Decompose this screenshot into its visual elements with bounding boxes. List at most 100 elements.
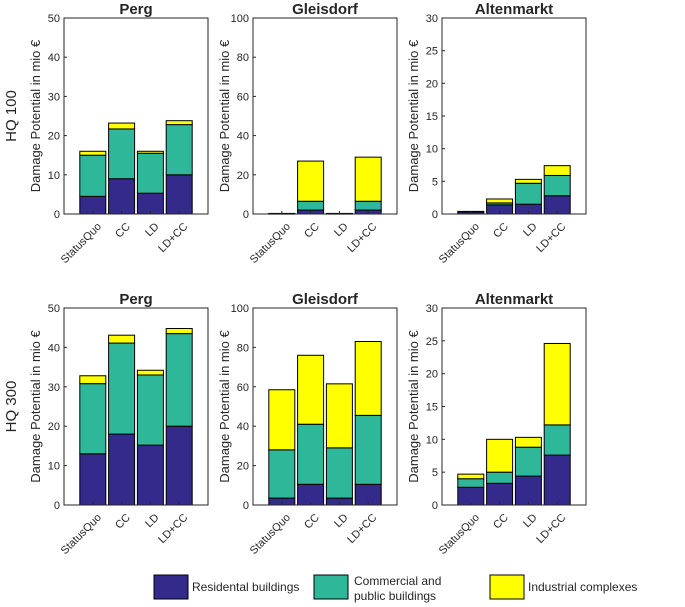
bar-industrial-ld bbox=[136, 369, 164, 376]
bar-industrial-cc bbox=[108, 334, 136, 344]
bar-commercial-statusquo bbox=[268, 449, 296, 499]
bar-industrial-ldcc bbox=[543, 165, 571, 176]
bar-commercial-cc bbox=[297, 200, 325, 211]
bar-commercial-ldcc bbox=[165, 124, 193, 176]
legend-label-commercial: Commercial and bbox=[354, 574, 441, 588]
bar-commercial-ld bbox=[514, 182, 542, 205]
x-tick-label: LD+CC bbox=[156, 512, 190, 546]
bar-industrial-ldcc bbox=[165, 120, 193, 126]
y-tick-label: 60 bbox=[237, 382, 249, 394]
y-tick-label: 30 bbox=[48, 382, 60, 394]
x-tick-label: LD+CC bbox=[345, 512, 379, 546]
bar-industrial-ld bbox=[325, 383, 353, 449]
bar-residential-ldcc bbox=[543, 454, 571, 506]
bar-residential-cc bbox=[108, 178, 136, 215]
y-tick-label: 80 bbox=[237, 52, 249, 64]
y-tick-label: 20 bbox=[48, 421, 60, 433]
y-tick-label: 0 bbox=[243, 209, 249, 221]
legend-label-industrial: Industrial complexes bbox=[528, 580, 637, 594]
y-tick-label: 40 bbox=[48, 52, 60, 64]
y-tick-label: 25 bbox=[426, 336, 438, 348]
bar-industrial-statusquo bbox=[457, 473, 485, 480]
bar-commercial-cc bbox=[486, 471, 514, 484]
bar-industrial-ldcc bbox=[543, 342, 571, 426]
y-axis-label: Damage Potential in mio € bbox=[406, 39, 421, 192]
bar-industrial-cc bbox=[486, 198, 514, 204]
y-tick-label: 10 bbox=[48, 170, 60, 182]
x-tick-label: LD+CC bbox=[345, 221, 379, 255]
y-tick-label: 0 bbox=[243, 500, 249, 512]
y-tick-label: 20 bbox=[48, 131, 60, 143]
y-tick-label: 50 bbox=[48, 13, 60, 25]
bar-commercial-ldcc bbox=[354, 200, 382, 211]
y-tick-label: 20 bbox=[426, 78, 438, 90]
chart-title: Altenmarkt bbox=[475, 291, 553, 308]
y-tick-label: 0 bbox=[54, 500, 60, 512]
x-tick-label: LD bbox=[521, 221, 539, 239]
x-tick-label: StatusQuo bbox=[437, 512, 482, 557]
bar-residential-cc bbox=[108, 433, 136, 506]
x-tick-label: LD+CC bbox=[534, 512, 568, 546]
bar-commercial-ld bbox=[514, 446, 542, 477]
bar-industrial-ld bbox=[514, 436, 542, 448]
y-tick-label: 100 bbox=[231, 303, 249, 315]
y-tick-label: 40 bbox=[237, 131, 249, 143]
chart-title: Altenmarkt bbox=[475, 1, 553, 18]
x-tick-label: StatusQuo bbox=[437, 221, 482, 266]
y-tick-label: 5 bbox=[432, 467, 438, 479]
plot-frame bbox=[63, 307, 209, 506]
y-tick-label: 10 bbox=[426, 144, 438, 156]
x-tick-label: CC bbox=[491, 221, 511, 241]
chart-title: Gleisdorf bbox=[292, 291, 359, 308]
chart-title: Gleisdorf bbox=[292, 1, 359, 18]
bar-commercial-ld bbox=[325, 447, 353, 499]
x-tick-label: LD bbox=[143, 512, 161, 530]
x-tick-label: LD+CC bbox=[156, 221, 190, 255]
y-axis-label: Damage Potential in mio € bbox=[217, 330, 232, 483]
bar-commercial-ldcc bbox=[543, 174, 571, 197]
x-tick-label: LD bbox=[332, 221, 350, 239]
bar-industrial-cc bbox=[486, 438, 514, 473]
bar-residential-ld bbox=[136, 444, 164, 506]
row-label-hq-100: HQ 100 bbox=[3, 90, 20, 142]
bar-commercial-ldcc bbox=[354, 414, 382, 485]
y-tick-label: 50 bbox=[48, 303, 60, 315]
bar-commercial-statusquo bbox=[457, 478, 485, 488]
bar-industrial-ldcc bbox=[354, 156, 382, 202]
plot-frame bbox=[441, 17, 587, 215]
y-axis-label: Damage Potential in mio € bbox=[28, 39, 43, 192]
bar-industrial-ld bbox=[136, 150, 164, 154]
y-tick-label: 10 bbox=[426, 434, 438, 446]
bar-residential-cc bbox=[297, 483, 325, 506]
bar-residential-ldcc bbox=[354, 483, 382, 506]
plot-frame bbox=[63, 17, 209, 215]
bar-commercial-ldcc bbox=[165, 333, 193, 427]
y-axis-label: Damage Potential in mio € bbox=[217, 39, 232, 192]
x-tick-label: StatusQuo bbox=[248, 221, 293, 266]
bar-industrial-ld bbox=[514, 178, 542, 184]
bar-industrial-cc bbox=[297, 354, 325, 425]
x-tick-label: CC bbox=[302, 221, 322, 241]
y-tick-label: 10 bbox=[48, 461, 60, 473]
bar-industrial-ldcc bbox=[165, 327, 193, 335]
bar-commercial-statusquo bbox=[79, 154, 107, 197]
y-axis-label: Damage Potential in mio € bbox=[406, 330, 421, 483]
row-label-hq-300: HQ 300 bbox=[3, 381, 20, 433]
bar-industrial-statusquo bbox=[79, 150, 107, 156]
y-tick-label: 100 bbox=[231, 13, 249, 25]
bar-commercial-ldcc bbox=[543, 424, 571, 456]
chart-title: Perg bbox=[119, 291, 152, 308]
y-tick-label: 40 bbox=[48, 342, 60, 354]
legend: Residental buildings Commercial andpublic… bbox=[153, 574, 637, 603]
bar-commercial-cc bbox=[108, 342, 136, 435]
y-tick-label: 15 bbox=[426, 111, 438, 123]
legend-label-residential: Residental buildings bbox=[192, 580, 299, 594]
bar-commercial-cc bbox=[297, 423, 325, 485]
y-tick-label: 80 bbox=[237, 342, 249, 354]
plot-frame bbox=[252, 307, 398, 506]
